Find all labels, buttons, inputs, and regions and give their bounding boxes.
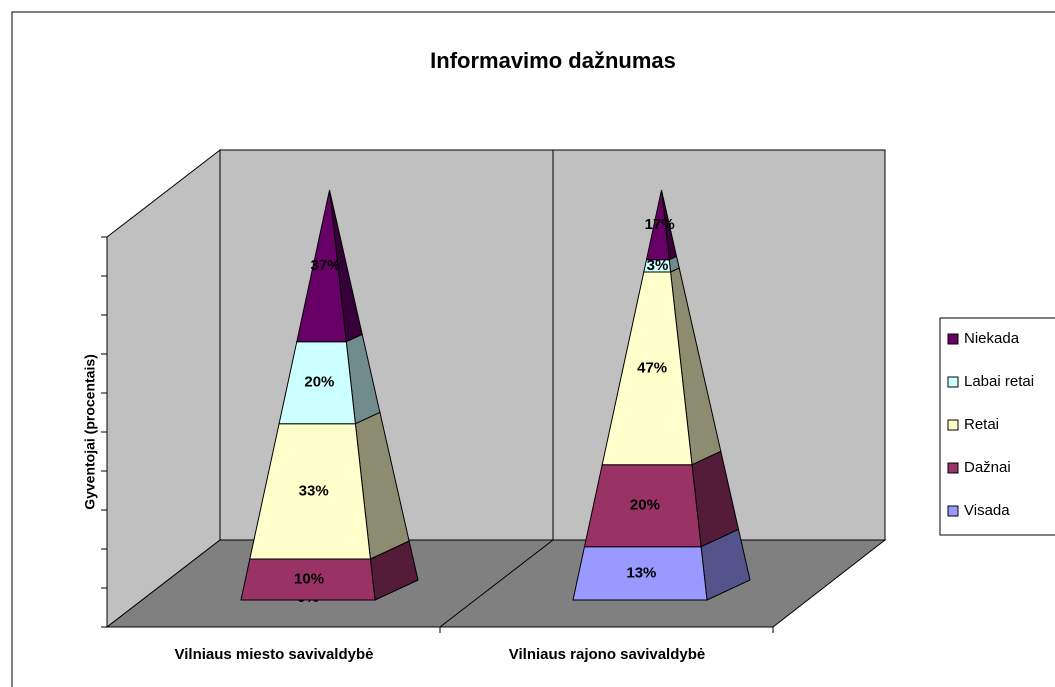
- legend-label: Visada: [964, 502, 1010, 519]
- data-label: 13%: [626, 564, 656, 581]
- legend-swatch: [947, 505, 959, 517]
- legend: [939, 317, 1055, 536]
- pyramid-segment: [645, 189, 670, 261]
- data-label: 10%: [294, 570, 324, 587]
- data-label: 17%: [645, 216, 675, 233]
- y-axis-label: Gyventojai (procentais): [82, 354, 98, 510]
- legend-swatch: [947, 462, 959, 474]
- x-tick-label: Vilniaus miesto savivaldybė: [175, 646, 374, 663]
- data-label: 3%: [647, 257, 669, 274]
- data-label: 20%: [304, 374, 334, 391]
- legend-label: Labai retai: [964, 373, 1034, 390]
- data-label: 33%: [299, 482, 329, 499]
- data-label: 47%: [637, 359, 667, 376]
- legend-swatch: [947, 333, 959, 345]
- chart-title: Informavimo dažnumas: [430, 48, 676, 73]
- legend-label: Niekada: [964, 330, 1020, 347]
- legend-swatch: [947, 376, 959, 388]
- legend-swatch: [947, 419, 959, 431]
- legend-label: Dažnai: [964, 459, 1011, 476]
- x-tick-label: Vilniaus rajono savivaldybė: [509, 646, 705, 663]
- floor-divider: [439, 539, 554, 628]
- data-label: 20%: [630, 497, 660, 514]
- legend-label: Retai: [964, 416, 999, 433]
- data-label: 37%: [311, 257, 341, 274]
- pyramid-segment: [296, 189, 347, 343]
